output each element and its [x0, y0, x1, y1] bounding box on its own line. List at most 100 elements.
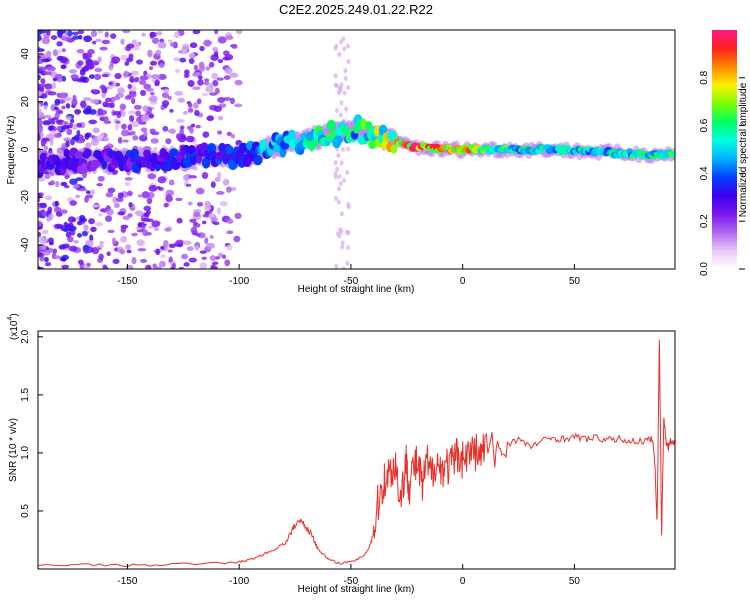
noise-point — [225, 35, 234, 40]
noise-point — [62, 228, 70, 232]
colorbar-tick-label: 0.8 — [699, 70, 710, 84]
noise-point — [88, 109, 97, 115]
noise-point — [182, 110, 188, 115]
snr-frame — [37, 330, 676, 570]
noise-point — [38, 125, 43, 133]
noise-point — [121, 129, 130, 137]
noise-point — [173, 57, 182, 62]
noise-point — [124, 61, 130, 66]
noise-point — [112, 110, 121, 116]
noise-point — [212, 261, 219, 265]
noise-point — [147, 173, 157, 180]
noise-point — [336, 199, 341, 205]
noise-point — [344, 229, 349, 235]
noise-point — [167, 95, 172, 100]
noise-point — [99, 46, 108, 51]
noise-point — [167, 249, 173, 253]
noise-point — [217, 115, 224, 121]
snr-series-line — [38, 339, 675, 568]
noise-point — [90, 98, 99, 104]
noise-point — [38, 48, 45, 52]
noise-point — [346, 58, 351, 64]
noise-point — [342, 46, 347, 52]
x-tick-label: 0 — [460, 576, 466, 587]
noise-point — [94, 67, 103, 73]
noise-point — [117, 211, 126, 216]
noise-point — [340, 244, 345, 250]
y-tick-label: 40 — [20, 48, 31, 60]
noise-point — [57, 93, 65, 99]
noise-point — [131, 257, 137, 265]
noise-point — [61, 258, 67, 262]
noise-point — [141, 114, 150, 122]
noise-point — [38, 119, 43, 127]
noise-point — [339, 100, 344, 106]
noise-point — [208, 61, 215, 68]
snr-scale-suffix: ) — [9, 313, 20, 316]
noise-point — [65, 116, 72, 121]
noise-point — [149, 31, 155, 39]
noise-point — [212, 221, 220, 226]
noise-point — [145, 264, 152, 269]
noise-point — [162, 239, 169, 248]
noise-point — [38, 86, 44, 91]
noise-point — [213, 50, 219, 57]
noise-point — [224, 259, 231, 267]
noise-point — [181, 43, 190, 51]
noise-point — [69, 200, 77, 206]
y-tick-label: 20 — [20, 96, 31, 108]
spectrogram-panel: -150 -100 -50 0 50 -40 -20 0 20 40 Height of str… — [6, 29, 676, 295]
noise-point — [204, 40, 212, 46]
noise-point — [217, 130, 223, 135]
noise-point — [72, 35, 80, 40]
snr-x-label: Height of straight line (km) — [298, 584, 415, 595]
noise-point — [44, 262, 52, 267]
noise-point — [125, 45, 132, 52]
noise-point — [98, 253, 104, 260]
noise-point — [184, 174, 190, 179]
noise-point — [128, 201, 133, 208]
noise-point — [222, 56, 231, 61]
noise-point — [77, 233, 83, 238]
noise-point — [195, 124, 201, 129]
noise-point — [134, 210, 144, 216]
noise-point — [126, 190, 133, 197]
noise-point — [223, 50, 230, 56]
noise-point — [41, 211, 48, 217]
noise-point — [149, 60, 158, 66]
noise-point — [126, 57, 134, 62]
snr-scale-factor: (x104) — [7, 313, 20, 340]
ridge-point — [54, 157, 61, 166]
noise-point — [95, 38, 102, 43]
noise-point — [50, 118, 56, 125]
noise-point — [136, 59, 143, 65]
noise-point — [127, 83, 132, 89]
noise-point — [52, 77, 58, 82]
noise-point — [72, 31, 79, 36]
noise-point — [185, 183, 192, 187]
noise-point — [79, 76, 87, 82]
noise-point — [234, 79, 243, 86]
noise-point — [55, 119, 63, 123]
noise-point — [168, 243, 176, 249]
noise-point — [165, 138, 172, 145]
noise-point — [63, 121, 68, 125]
noise-point — [135, 110, 142, 117]
noise-point — [38, 220, 42, 226]
x-tick-label: -100 — [229, 576, 249, 587]
noise-point — [203, 81, 210, 86]
noise-point — [130, 120, 140, 128]
noise-point — [66, 128, 73, 136]
noise-point — [129, 75, 135, 83]
noise-point — [52, 248, 58, 254]
ridge-point — [360, 118, 367, 130]
noise-point — [85, 239, 94, 247]
noise-point — [136, 239, 145, 247]
noise-point — [106, 251, 111, 257]
noise-point — [176, 217, 183, 224]
noise-point — [91, 204, 100, 208]
noise-point — [113, 202, 120, 209]
noise-point — [175, 197, 183, 202]
noise-point — [92, 89, 98, 93]
